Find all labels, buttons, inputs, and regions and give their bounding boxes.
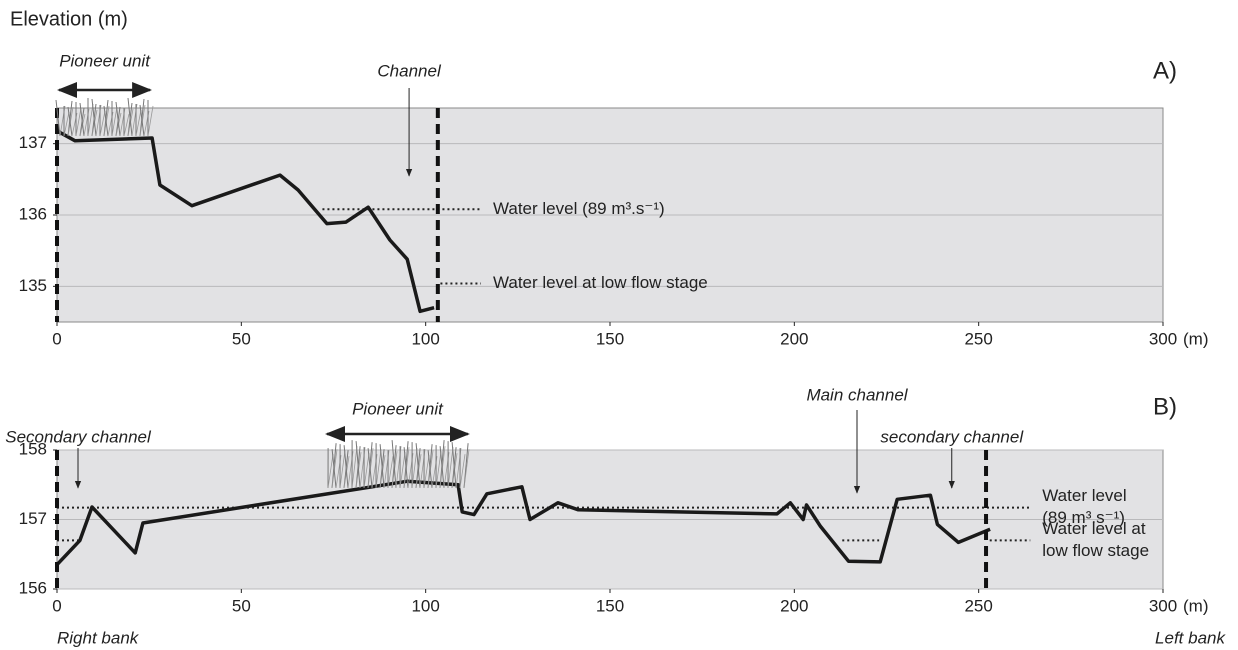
y-axis-title: Elevation (m) xyxy=(10,8,128,30)
vegetation xyxy=(367,448,373,489)
vegetation xyxy=(123,113,130,137)
vegetation xyxy=(331,449,337,489)
x-tick-label: 100 xyxy=(411,596,439,615)
vegetation xyxy=(135,109,142,137)
vegetation xyxy=(91,98,97,137)
vegetation xyxy=(459,454,466,489)
vegetation xyxy=(451,442,457,489)
water-level-label: (89 m³.s⁻¹) xyxy=(1042,508,1125,527)
y-tick-label: 135 xyxy=(19,276,47,295)
vegetation xyxy=(375,449,382,489)
vegetation xyxy=(411,448,418,489)
vegetation xyxy=(399,452,406,489)
vegetation-group xyxy=(55,97,154,137)
vegetation xyxy=(355,441,361,489)
elevation-profile xyxy=(56,129,435,314)
vegetation xyxy=(427,450,433,489)
bank-label: Left bank xyxy=(1155,628,1226,647)
x-tick-label: 0 xyxy=(52,329,61,348)
y-tick-label: 156 xyxy=(19,578,47,597)
water-level-label: Water level (89 m³.s⁻¹) xyxy=(493,199,665,218)
vegetation xyxy=(447,447,454,489)
x-tick-label: 300 xyxy=(1149,596,1177,615)
vegetation xyxy=(115,101,121,137)
x-tick-label: 300 xyxy=(1149,329,1177,348)
elevation-profile xyxy=(55,479,991,566)
vegetation-group xyxy=(327,440,470,489)
x-tick-label: 100 xyxy=(411,329,439,348)
annotation: secondary channel xyxy=(880,427,1024,446)
water-level-label: low flow stage xyxy=(1042,541,1149,560)
panel-label: A) xyxy=(1153,57,1177,84)
vegetation xyxy=(439,446,445,489)
vegetation xyxy=(55,99,61,137)
vegetation xyxy=(87,103,94,137)
vegetation xyxy=(147,105,154,137)
vegetation xyxy=(403,447,409,489)
vegetation xyxy=(351,446,358,489)
vegetation xyxy=(63,111,70,137)
annotation: Channel xyxy=(377,61,442,80)
x-tick-label: 0 xyxy=(52,596,61,615)
vegetation xyxy=(415,443,421,489)
y-tick-label: 137 xyxy=(19,133,47,152)
water-level-label: Water level xyxy=(1042,486,1126,505)
annotation: Pioneer unit xyxy=(59,51,151,70)
x-tick-label: 50 xyxy=(232,329,251,348)
x-tick-label: 200 xyxy=(780,596,808,615)
x-tick-label: 250 xyxy=(964,329,992,348)
y-tick-label: 158 xyxy=(19,439,47,458)
vegetation xyxy=(79,102,85,137)
vegetation xyxy=(435,451,442,489)
water-level-label: Water level at xyxy=(1042,519,1146,538)
vegetation xyxy=(127,97,133,137)
vegetation xyxy=(327,454,334,489)
vegetation xyxy=(391,440,397,489)
annotation: Pioneer unit xyxy=(352,399,444,418)
x-tick-label: 50 xyxy=(232,596,251,615)
vegetation xyxy=(103,105,109,137)
annotation: Main channel xyxy=(806,385,908,404)
vegetation xyxy=(463,449,470,489)
vegetation xyxy=(387,456,394,489)
vegetation xyxy=(379,444,385,489)
x-tick-label: 150 xyxy=(596,596,624,615)
x-axis-unit: (m) xyxy=(1183,329,1208,348)
y-tick-label: 136 xyxy=(19,204,47,223)
water-level-label: Water level at low flow stage xyxy=(493,273,708,292)
vegetation xyxy=(343,445,349,489)
panel-label: B) xyxy=(1153,393,1177,420)
x-tick-label: 150 xyxy=(596,329,624,348)
vegetation xyxy=(75,107,82,137)
vegetation xyxy=(111,106,118,137)
vegetation xyxy=(423,455,430,489)
y-tick-label: 157 xyxy=(19,509,47,528)
annotation: Secondary channel xyxy=(5,427,152,446)
vegetation xyxy=(67,106,73,137)
vegetation xyxy=(99,110,106,137)
vegetation xyxy=(139,104,145,137)
x-tick-label: 250 xyxy=(964,596,992,615)
vegetation xyxy=(363,453,370,489)
vegetation xyxy=(339,450,346,489)
x-tick-label: 200 xyxy=(780,329,808,348)
x-axis-unit: (m) xyxy=(1183,596,1208,615)
bank-label: Right bank xyxy=(57,628,140,647)
